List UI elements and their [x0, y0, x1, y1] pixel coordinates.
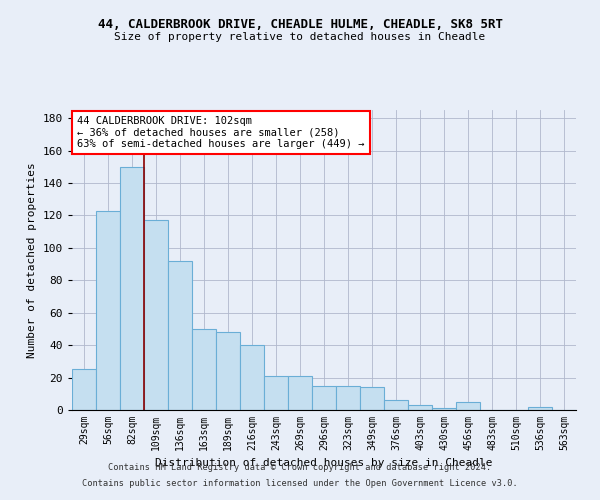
- Bar: [120, 167, 144, 410]
- Text: Contains HM Land Registry data © Crown copyright and database right 2024.: Contains HM Land Registry data © Crown c…: [109, 464, 491, 472]
- Y-axis label: Number of detached properties: Number of detached properties: [27, 162, 37, 358]
- Bar: [312, 386, 336, 410]
- Text: 44 CALDERBROOK DRIVE: 102sqm
← 36% of detached houses are smaller (258)
63% of s: 44 CALDERBROOK DRIVE: 102sqm ← 36% of de…: [77, 116, 365, 149]
- Bar: [240, 345, 264, 410]
- Text: Contains public sector information licensed under the Open Government Licence v3: Contains public sector information licen…: [82, 478, 518, 488]
- Bar: [216, 332, 240, 410]
- Bar: [408, 405, 432, 410]
- Bar: [360, 388, 384, 410]
- Bar: [144, 220, 168, 410]
- Bar: [96, 210, 120, 410]
- Bar: [456, 402, 480, 410]
- Text: Size of property relative to detached houses in Cheadle: Size of property relative to detached ho…: [115, 32, 485, 42]
- Bar: [264, 376, 288, 410]
- X-axis label: Distribution of detached houses by size in Cheadle: Distribution of detached houses by size …: [155, 458, 493, 468]
- Bar: [72, 370, 96, 410]
- Bar: [192, 329, 216, 410]
- Text: 44, CALDERBROOK DRIVE, CHEADLE HULME, CHEADLE, SK8 5RT: 44, CALDERBROOK DRIVE, CHEADLE HULME, CH…: [97, 18, 503, 30]
- Bar: [168, 261, 192, 410]
- Bar: [336, 386, 360, 410]
- Bar: [384, 400, 408, 410]
- Bar: [432, 408, 456, 410]
- Bar: [288, 376, 312, 410]
- Bar: [528, 407, 552, 410]
